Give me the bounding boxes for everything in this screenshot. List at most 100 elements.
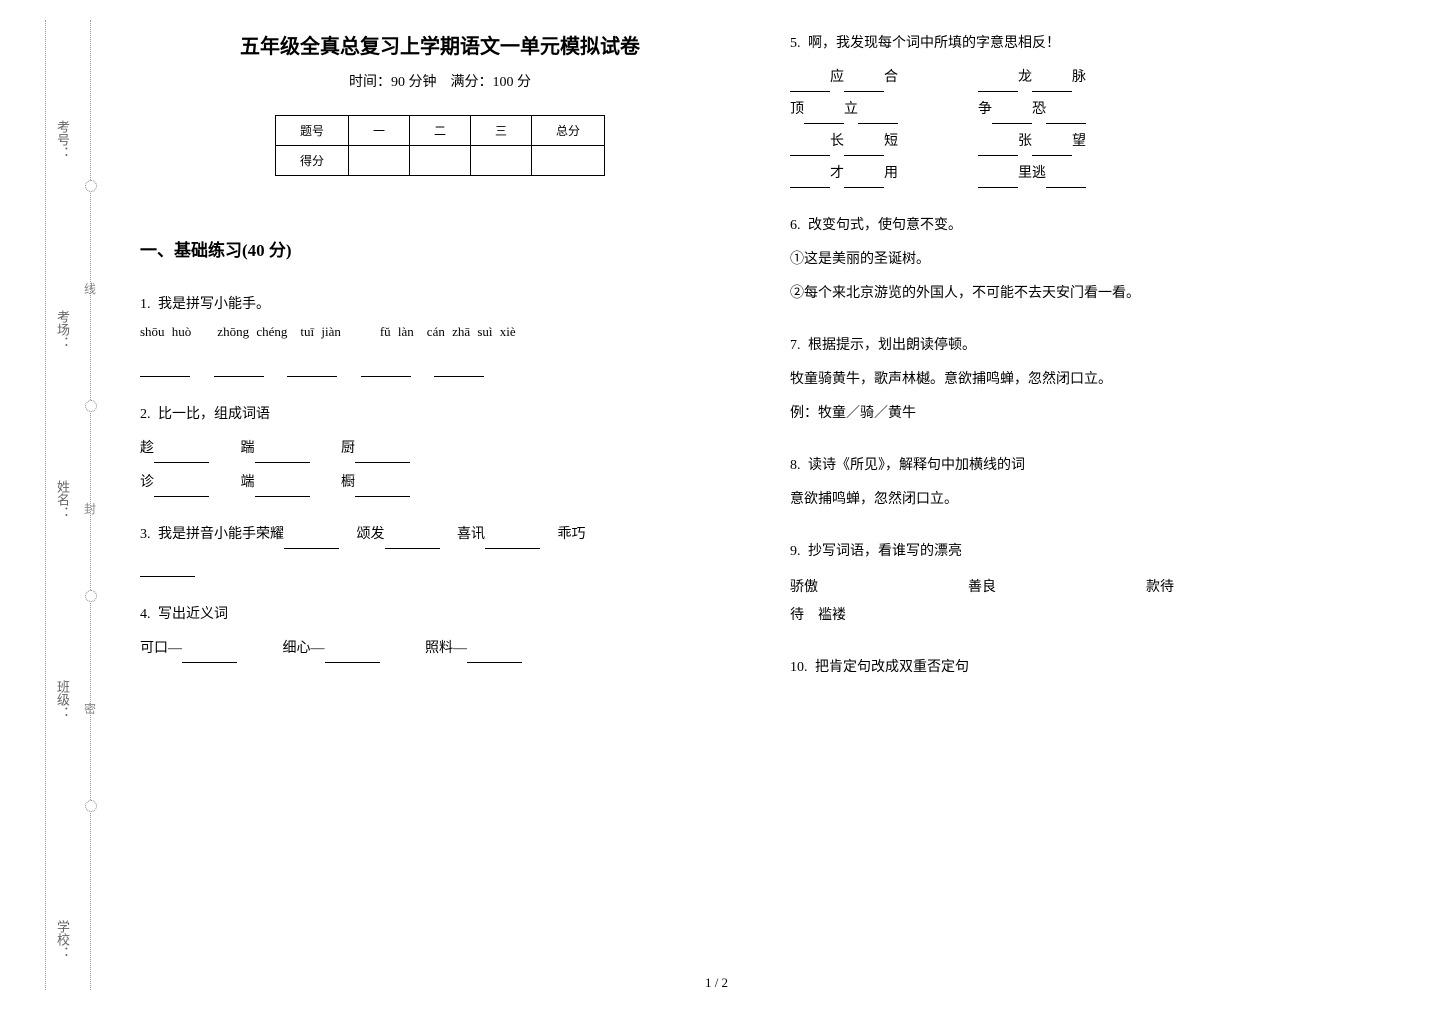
q3-b0 <box>284 532 339 549</box>
q9-w1: 骄傲 <box>790 574 818 602</box>
q5-r1c: 脉 <box>1072 70 1086 85</box>
q2-text: 比一比，组成词语 <box>158 407 270 422</box>
score-v-3 <box>471 146 532 176</box>
question-7: 7. 根据提示，划出朗读停顿。 牧童骑黄牛，歌声林樾。意欲捕鸣蝉，忽然闭口立。 … <box>790 332 1390 428</box>
q2-r2b3 <box>355 480 410 497</box>
q5-r1: 龙脉 <box>978 64 1086 92</box>
q5-l4b2 <box>844 171 884 188</box>
q1-text: 我是拼写小能手。 <box>158 297 270 312</box>
score-table: 题号 一 二 三 总分 得分 <box>275 115 605 176</box>
q7-content: 牧童骑黄牛，歌声林樾。意欲捕鸣蝉，忽然闭口立。 <box>790 366 1390 394</box>
q7-text: 根据提示，划出朗读停顿。 <box>808 338 976 353</box>
q5-l1a: 应 <box>830 70 844 85</box>
q5-r4b2 <box>1046 171 1086 188</box>
q5-l4a: 才 <box>830 166 844 181</box>
q5-l2b2 <box>858 107 898 124</box>
q2-r2b1 <box>154 480 209 497</box>
binding-label-school: 学校： <box>53 920 72 959</box>
section-1-heading: 一、基础练习(40 分) <box>140 236 740 261</box>
seal-char-2: 封 <box>84 500 96 517</box>
score-header-row: 题号 一 二 三 总分 <box>275 116 604 146</box>
question-9: 9. 抄写词语，看谁写的漂亮 骄傲 善良 款待 款待 待 褴褛 <box>790 538 1390 630</box>
q10-text: 把肯定句改成双重否定句 <box>815 660 969 675</box>
paper-subtitle: 时间：90 分钟 满分：100 分 <box>140 71 740 91</box>
q6-label: 6. <box>790 218 801 233</box>
q5-r3: 张望 <box>978 128 1086 156</box>
q5-l4: 才用 <box>790 160 898 188</box>
q5-l1b1 <box>790 75 830 92</box>
q5-r2b1 <box>992 107 1032 124</box>
q5-right-col: 龙脉 争恐 张望 里逃 <box>978 64 1086 188</box>
score-h-4: 总分 <box>532 116 605 146</box>
q4-b2 <box>325 646 380 663</box>
q6-text: 改变句式，使句意不变。 <box>808 218 962 233</box>
binding-circle-1 <box>85 180 97 192</box>
q5-l4c: 用 <box>884 166 898 181</box>
q3-i1: 颂发 <box>357 527 385 542</box>
q5-l2: 顶立 <box>790 96 898 124</box>
q4-text: 写出近义词 <box>158 607 228 622</box>
q5-r2a: 争 <box>978 102 992 117</box>
q4-i3: 照料— <box>425 641 467 656</box>
q5-r3c: 望 <box>1072 134 1086 149</box>
q9-words-row1: 骄傲 善良 款待 <box>790 574 1390 602</box>
q7-example: 例：牧童／骑／黄牛 <box>790 400 1390 428</box>
q2-r1c1: 趁 <box>140 441 154 456</box>
paper-title: 五年级全真总复习上学期语文一单元模拟试卷 <box>140 30 740 59</box>
q10-label: 10. <box>790 660 808 675</box>
q2-row2: 诊 端 橱 <box>140 469 740 497</box>
binding-label-exam-number: 考号： <box>53 120 72 159</box>
q5-l3b1 <box>790 139 830 156</box>
score-h-3: 三 <box>471 116 532 146</box>
q5-r1b2 <box>1032 75 1072 92</box>
q9-w4-prefix: 待 <box>790 608 818 623</box>
q5-r3b2 <box>1032 139 1072 156</box>
question-6: 6. 改变句式，使句意不变。 ①这是美丽的圣诞树。 ②每个来北京游览的外国人，不… <box>790 212 1390 308</box>
q4-items: 可口— 细心— 照料— <box>140 635 740 663</box>
q2-r1b1 <box>154 446 209 463</box>
q5-l1c: 合 <box>884 70 898 85</box>
binding-circle-3 <box>85 590 97 602</box>
q5-l3c: 短 <box>884 134 898 149</box>
q9-words-row2: 款待 待 褴褛 <box>790 602 1390 630</box>
binding-dotted-line-outer <box>45 20 46 990</box>
question-3: 3. 我是拼音小能手荣耀 颂发 喜讯 乖巧 <box>140 521 740 577</box>
q2-r2b2 <box>255 480 310 497</box>
q5-l2a: 顶 <box>790 102 804 117</box>
q5-r1a: 龙 <box>1018 70 1032 85</box>
q1-blank-5 <box>434 360 484 377</box>
q6-line2: ②每个来北京游览的外国人，不可能不去天安门看一看。 <box>790 280 1390 308</box>
q3-i2: 喜讯 <box>457 527 485 542</box>
q2-label: 2. <box>140 407 151 422</box>
q8-text: 读诗《所见》，解释句中加横线的词 <box>808 458 1025 473</box>
q5-l2b1 <box>804 107 844 124</box>
binding-circle-2 <box>85 400 97 412</box>
q8-content: 意欲捕鸣蝉，忽然闭口立。 <box>790 486 1390 514</box>
q5-l1: 应合 <box>790 64 898 92</box>
q5-l4b1 <box>790 171 830 188</box>
q2-r2c1: 诊 <box>140 475 154 490</box>
q1-blank-1 <box>140 360 190 377</box>
q5-left-col: 应合 顶立 长短 才用 <box>790 64 898 188</box>
q6-line1: ①这是美丽的圣诞树。 <box>790 246 1390 274</box>
q1-pinyin: shōu huò zhōng chéng tuī jiàn fǔ làn cán… <box>140 319 740 345</box>
q2-row1: 趁 踹 厨 <box>140 435 740 463</box>
q7-label: 7. <box>790 338 801 353</box>
score-value-row: 得分 <box>275 146 604 176</box>
q1-blanks <box>140 349 740 377</box>
left-column: 五年级全真总复习上学期语文一单元模拟试卷 时间：90 分钟 满分：100 分 题… <box>140 30 740 706</box>
right-column: 5. 啊，我发现每个词中所填的字意思相反！ 应合 顶立 长短 才用 龙脉 争恐 … <box>790 30 1390 706</box>
question-8: 8. 读诗《所见》，解释句中加横线的词 意欲捕鸣蝉，忽然闭口立。 <box>790 452 1390 514</box>
q3-i3: 乖巧 <box>558 527 586 542</box>
q8-label: 8. <box>790 458 801 473</box>
binding-circle-4 <box>85 800 97 812</box>
q3-label: 3. <box>140 527 151 542</box>
score-v-1 <box>348 146 409 176</box>
page-content: 五年级全真总复习上学期语文一单元模拟试卷 时间：90 分钟 满分：100 分 题… <box>140 30 1400 706</box>
q9-label: 9. <box>790 544 801 559</box>
q5-l2c: 立 <box>844 102 858 117</box>
question-10: 10. 把肯定句改成双重否定句 <box>790 654 1390 682</box>
q4-b1 <box>182 646 237 663</box>
q9-w2: 善良 <box>968 574 996 602</box>
q3-text: 我是拼音小能手荣耀 <box>158 527 284 542</box>
